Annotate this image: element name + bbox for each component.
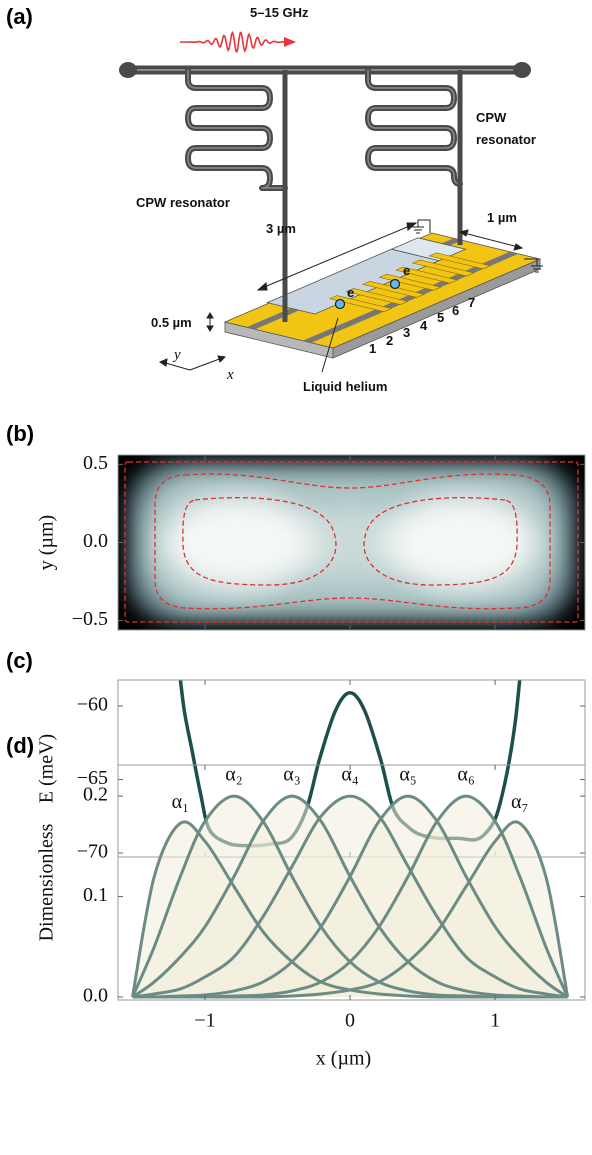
series-label: α₆ [457,764,474,786]
arrow-head [514,244,522,250]
meander-right [368,70,460,184]
y-tick-label: −0.5 [72,608,108,630]
axis-x-arrow [190,358,222,370]
arrow-head [218,356,225,362]
resonator-label: CPW [476,110,507,125]
y-axis-label: Dimensionless [36,823,58,941]
electrode-label: 6 [452,303,459,318]
y-tick-label: 0.2 [83,784,108,806]
schematic: 5–15 GHz CPW resonator CPW resonator e e [119,5,543,394]
panel-label: (d) [6,733,34,758]
map-layer [160,495,316,591]
y-axis-label: y (µm) [36,515,58,570]
electrode-label: 5 [437,310,444,325]
series-label: α₅ [399,764,416,786]
width-label: 1 µm [487,210,517,225]
panel-label: (a) [6,4,33,29]
electrode-label: 2 [386,333,393,348]
pulse-arrow [284,37,296,47]
arrow-head [160,359,167,366]
series-label: α₁ [172,791,189,813]
electron-label: e [403,263,410,278]
plot-area [133,796,568,997]
ground-symbol [412,227,424,233]
x-tick-label: −1 [194,1010,215,1032]
arrow-head [258,283,267,290]
frequency-label: 5–15 GHz [250,5,309,20]
electrode-label: 3 [403,325,410,340]
y-tick-label: 0.0 [83,985,108,1007]
series-label: α₇ [511,791,528,813]
electron [391,280,400,289]
y-tick-label: −60 [77,694,108,716]
panel-label: (b) [6,421,34,446]
x-tick-label: 1 [490,1010,500,1032]
arrow-head [207,326,213,331]
microwave-pulse [180,33,285,52]
y-tick-label: −70 [77,841,108,863]
resonator-label: resonator [476,132,536,147]
feedline-pad [513,62,531,78]
electrode-label: 1 [369,341,376,356]
x-tick-label: 0 [345,1010,355,1032]
figure: (a) (b) (c) (d) 5–15 GHz CPW resonator C… [0,0,592,1155]
arrow-head [207,313,213,318]
feedline-pad [119,62,137,78]
axis-label: x [226,367,234,383]
y-axis-label: E (meV) [36,734,58,803]
electron [336,300,345,309]
axis-label: y [172,347,181,363]
electron-label: e [347,285,354,300]
electrode-label: 4 [420,318,428,333]
y-tick-label: 0.0 [83,530,108,552]
page: {"figure": {"panel_labels": ["(a)", "(b)… [0,0,592,1155]
y-tick-label: 0.5 [83,452,108,474]
helium-label: Liquid helium [303,379,388,394]
map-layer [384,495,540,591]
electrode-label: 7 [468,295,475,310]
density-map [118,455,585,630]
length-label: 3 µm [266,221,296,236]
thickness-label: 0.5 µm [151,315,192,330]
series-label: α₂ [225,764,242,786]
series-label: α₃ [283,764,300,786]
resonator-label: CPW resonator [136,195,230,210]
panel-label: (c) [6,648,33,673]
x-axis-label: x (µm) [316,1048,371,1070]
y-tick-label: 0.1 [83,884,108,906]
